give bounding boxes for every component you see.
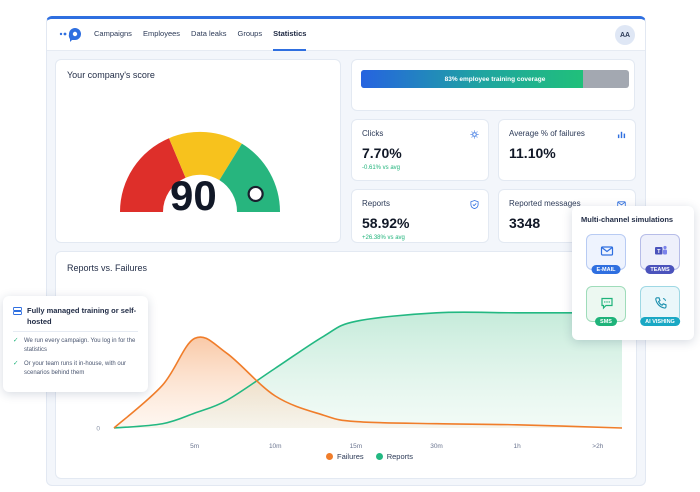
cursor-click-icon (470, 130, 479, 139)
reported-messages-value: 3348 (509, 215, 541, 231)
average-failures-value: 11.10% (509, 145, 556, 161)
legend-item-reports[interactable]: Reports (375, 452, 413, 461)
clicks-value: 7.70% (362, 145, 402, 161)
company-score-card: Your company's score 90 (55, 59, 341, 243)
clicks-label: Clicks (362, 129, 384, 138)
channel-sms-tag: SMS (595, 317, 617, 326)
nav-statistics[interactable]: Statistics (273, 19, 317, 51)
phone-icon (655, 297, 667, 309)
gauge-segment-green (219, 143, 281, 212)
check-icon: ✓ (13, 337, 19, 344)
chart-legend: Failures Reports (326, 452, 413, 461)
chat-icon (601, 297, 613, 310)
chart-title: Reports vs. Failures (67, 263, 148, 273)
reports-card: Reports 58.92% +26.38% vs avg (351, 189, 489, 243)
managed-divider (13, 331, 138, 332)
managed-training-card: Fully managed training or self-hosted ✓ … (3, 296, 148, 392)
teams-icon: T (655, 245, 667, 255)
channel-teams[interactable]: T TEAMS (640, 234, 680, 274)
managed-point-1-text: We run every campaign. You log in for th… (24, 338, 136, 353)
channel-ai-vishing-tag: AI VISHING (640, 317, 680, 326)
managed-training-title: Fully managed training or self-hosted (27, 306, 137, 326)
area-failures (114, 336, 622, 428)
legend-dot-reports (375, 453, 383, 460)
x-tick-label: 5m (190, 443, 199, 450)
managed-point-1: ✓ We run every campaign. You log in for … (13, 337, 143, 354)
average-failures-card: Average % of failures 11.10% (498, 119, 636, 181)
multichannel-card: Multi-channel simulations E-MAIL T TEAMS… (572, 206, 694, 340)
legend-item-failures[interactable]: Failures (326, 452, 364, 461)
x-tick-label: >2h (592, 443, 603, 450)
gauge-segment-yellow (169, 131, 242, 181)
bar-chart-icon (617, 131, 626, 139)
clicks-change: -0.61% vs avg (362, 165, 401, 171)
reports-change: +26.38% vs avg (362, 235, 405, 241)
line-reports (113, 311, 622, 429)
channel-sms[interactable]: SMS (586, 286, 626, 326)
brand-logo-icon[interactable] (59, 26, 81, 42)
x-tick-label: 1h (514, 443, 522, 450)
legend-label-reports: Reports (386, 452, 413, 461)
channel-ai-vishing[interactable]: AI VISHING (640, 286, 680, 326)
line-failures (113, 336, 623, 429)
user-avatar[interactable]: AA (615, 25, 635, 45)
x-tick-label: 30m (430, 443, 443, 450)
svg-text:T: T (657, 249, 661, 255)
score-value: 90 (170, 172, 217, 219)
clicks-card: Clicks 7.70% -0.61% vs avg (351, 119, 489, 181)
reports-label: Reports (362, 199, 391, 208)
reports-value: 58.92% (362, 215, 410, 231)
server-icon (13, 307, 22, 315)
gauge-segment-red (119, 138, 186, 212)
nav-employees[interactable]: Employees (142, 29, 181, 38)
reported-messages-label: Reported messages (509, 199, 581, 208)
nav-campaigns[interactable]: Campaigns (94, 29, 132, 38)
main-nav: Campaigns Employees Data leaks Groups St… (94, 19, 317, 51)
y-tick-label: 0 (96, 426, 100, 433)
score-gauge (119, 131, 281, 212)
legend-dot-failures (326, 453, 333, 460)
nav-data-leaks[interactable]: Data leaks (191, 29, 227, 38)
score-card-title: Your company's score (67, 70, 155, 80)
envelope-icon (600, 246, 614, 256)
channel-email[interactable]: E-MAIL (586, 234, 626, 274)
check-icon: ✓ (13, 360, 19, 367)
nav-groups[interactable]: Groups (237, 29, 263, 38)
channel-teams-tag: TEAMS (645, 265, 675, 274)
multichannel-title: Multi-channel simulations (581, 215, 674, 224)
dashboard-window: Campaigns Employees Data leaks Groups St… (46, 16, 646, 486)
average-failures-label: Average % of failures (509, 129, 585, 138)
managed-point-2: ✓ Or your team runs it in-house, with ou… (13, 360, 143, 377)
x-tick-label: 15m (350, 443, 363, 450)
reports-vs-failures-card: Reports vs. Failures 01205m10m15m30m1h>2… (55, 251, 637, 479)
reports-vs-failures-chart: Reports vs. Failures 01205m10m15m30m1h>2… (67, 263, 623, 450)
gauge-indicator (247, 185, 264, 203)
shield-check-icon (470, 200, 479, 209)
training-coverage-card: 83% employee training coverage (351, 59, 635, 111)
x-tick-label: 10m (269, 443, 282, 450)
channel-email-tag: E-MAIL (591, 265, 621, 274)
top-navigation-bar: Campaigns Employees Data leaks Groups St… (47, 19, 645, 51)
training-coverage-bar: 83% employee training coverage (361, 70, 629, 88)
training-coverage-label: 83% employee training coverage (444, 75, 546, 83)
legend-label-failures: Failures (337, 452, 364, 461)
managed-point-2-text: Or your team runs it in-house, with our … (24, 361, 127, 376)
training-coverage-fill (361, 70, 584, 88)
